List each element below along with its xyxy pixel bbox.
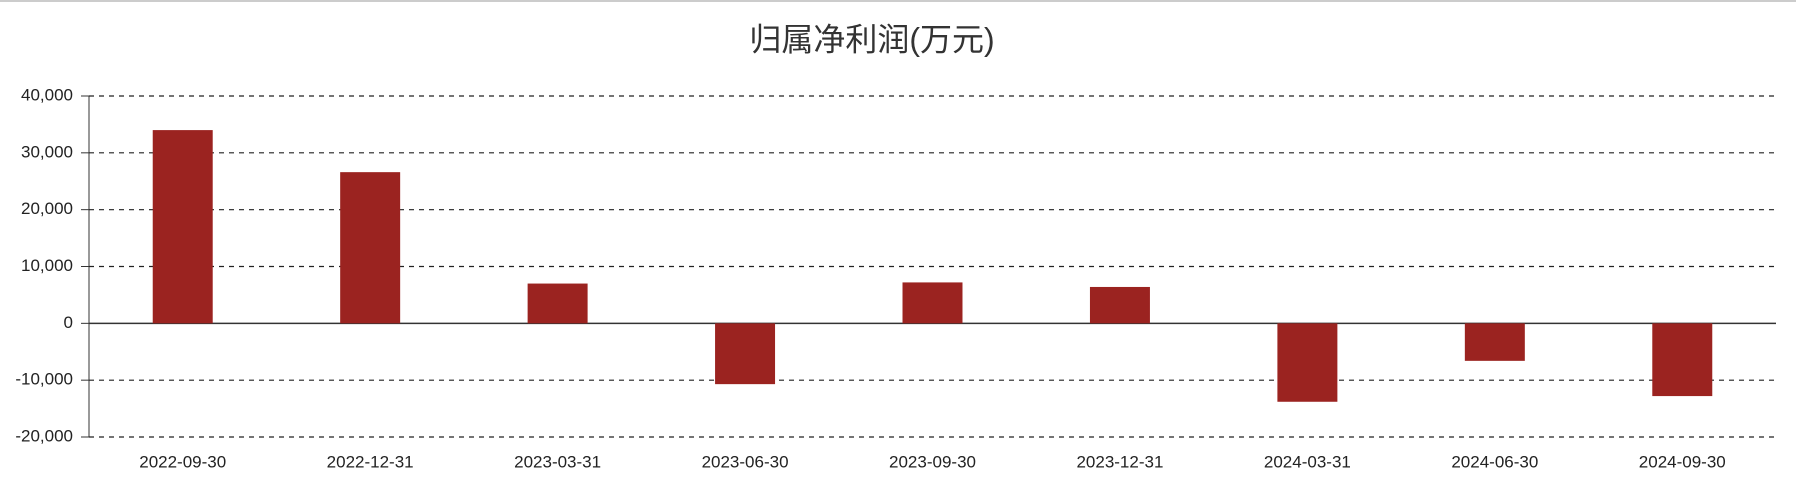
bar [152, 130, 213, 324]
x-tick-label: 2024-09-30 [1639, 452, 1726, 471]
x-tick-label: 2023-09-30 [889, 452, 976, 471]
y-tick-label: -20,000 [15, 426, 73, 445]
bar [1277, 323, 1338, 402]
bar [1652, 323, 1713, 397]
chart-title: 归属净利润(万元) [749, 21, 994, 57]
bar [340, 172, 401, 324]
x-tick-label: 2023-06-30 [702, 452, 789, 471]
x-tick-label: 2022-09-30 [139, 452, 226, 471]
x-tick-label: 2022-12-31 [327, 452, 414, 471]
y-tick-label: 30,000 [21, 142, 73, 161]
y-tick-label: 0 [64, 313, 73, 332]
x-tick-label: 2024-06-30 [1451, 452, 1538, 471]
x-tick-label: 2023-12-31 [1076, 452, 1163, 471]
y-tick-label: 10,000 [21, 256, 73, 275]
y-tick-label: -10,000 [15, 370, 73, 389]
bar [902, 282, 963, 324]
bar [1464, 323, 1525, 361]
y-tick-label: 40,000 [21, 85, 73, 104]
y-tick-label: 20,000 [21, 199, 73, 218]
x-tick-label: 2023-03-31 [514, 452, 601, 471]
x-tick-label: 2024-03-31 [1264, 452, 1351, 471]
bar [527, 283, 588, 324]
bar [1089, 286, 1150, 324]
bar [715, 323, 776, 385]
